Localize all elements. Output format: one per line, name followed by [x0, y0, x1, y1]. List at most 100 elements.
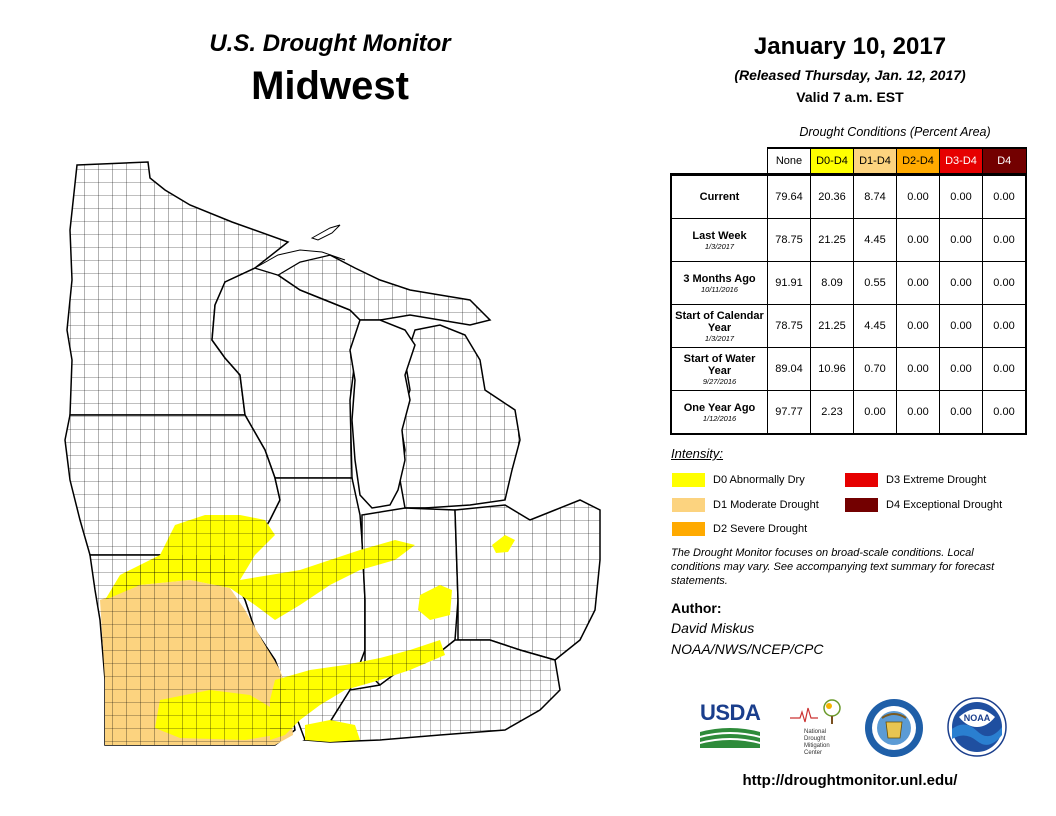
legend-label-d3: D3 Extreme Drought: [886, 474, 987, 486]
table-row: Last Week 1/3/2017 78.75 21.25 4.45 0.00 0.00 0…: [670, 218, 1027, 262]
row-label-date: 1/12/2016: [702, 413, 737, 423]
table-cell: 97.77: [767, 390, 811, 435]
legend-item-d0: D0 Abnormally Dry: [672, 473, 805, 487]
table-cell: 0.00: [982, 390, 1027, 435]
legend-swatch-d1: [672, 498, 705, 512]
table-cell: 0.00: [982, 261, 1027, 305]
legend-item-d4: D4 Exceptional Drought: [845, 498, 1002, 512]
legend-title: Intensity:: [671, 446, 724, 461]
table-cell: 8.09: [810, 261, 854, 305]
noaa-logo: NOAA: [947, 697, 1007, 757]
table-cell: 4.45: [853, 304, 897, 348]
row-label-date: 1/3/2017: [704, 241, 735, 251]
table-cell: 21.25: [810, 304, 854, 348]
legend-swatch-d2: [672, 522, 705, 536]
row-label-text: 3 Months Ago: [683, 272, 756, 285]
row-label: Current: [670, 173, 768, 219]
region-title: Midwest: [251, 64, 409, 108]
usda-wordmark: USDA: [700, 700, 761, 725]
isle-royale: [310, 224, 341, 241]
table-row: One Year Ago 1/12/2016 97.77 2.23 0.00 0.00 0.…: [670, 390, 1027, 435]
legend-item-d3: D3 Extreme Drought: [845, 473, 986, 487]
legend-label-d2: D2 Severe Drought: [713, 523, 808, 535]
row-label: 3 Months Ago 10/11/2016: [670, 261, 768, 305]
row-label-text: Start of Calendar Year: [675, 309, 764, 334]
legend-label-d0: D0 Abnormally Dry: [713, 474, 805, 486]
table-cell: 79.64: [767, 173, 811, 219]
table-cell: 78.75: [767, 218, 811, 262]
doc-seal-logo: [864, 698, 924, 758]
ndmc-tree-icon: [790, 699, 841, 724]
row-label-date: 1/3/2017: [704, 333, 735, 343]
table-cell: 0.00: [939, 261, 983, 305]
lake-superior: [253, 249, 346, 276]
table-header-row: None D0-D4 D1-D4 D2-D4 D3-D4 D4: [671, 147, 1027, 175]
row-label: One Year Ago 1/12/2016: [670, 390, 768, 435]
ndmc-text: National Drought Mitigation Center: [804, 729, 830, 756]
table-cell: 8.74: [853, 173, 897, 219]
row-label: Last Week 1/3/2017: [670, 218, 768, 262]
author-org: NOAA/NWS/NCEP/CPC: [671, 641, 824, 657]
usda-logo: USDA: [700, 700, 761, 748]
usda-field-icon: [700, 728, 760, 748]
table-row: Start of Calendar Year 1/3/2017 78.75 21.25…: [670, 304, 1027, 348]
seal-icon: [865, 699, 923, 757]
noaa-wordmark: NOAA: [963, 713, 991, 723]
valid-time: Valid 7 a.m. EST: [796, 89, 904, 105]
table-cell: 78.75: [767, 304, 811, 348]
table-cell: 0.00: [896, 261, 940, 305]
table-cell: 0.00: [939, 390, 983, 435]
d0-area-indiana: [418, 585, 452, 620]
col-header-none: None: [767, 147, 811, 175]
table-cell: 0.00: [939, 347, 983, 391]
table-cell: 0.00: [982, 173, 1027, 219]
disclaimer-note: The Drought Monitor focuses on broad-sca…: [671, 547, 995, 587]
table-cell: 0.00: [896, 390, 940, 435]
row-label-date: 9/27/2016: [702, 376, 737, 386]
table-cell: 21.25: [810, 218, 854, 262]
row-label-date: 10/11/2016: [701, 284, 738, 294]
table-cell: 0.00: [896, 347, 940, 391]
table-cell: 10.96: [810, 347, 854, 391]
table-cell: 0.00: [939, 218, 983, 262]
table-row: Current 79.64 20.36 8.74 0.00 0.00 0.00: [670, 173, 1027, 219]
table-cell: 0.70: [853, 347, 897, 391]
row-label-text: One Year Ago: [683, 401, 756, 414]
legend-label-d4: D4 Exceptional Drought: [886, 499, 1003, 511]
table-cell: 91.91: [767, 261, 811, 305]
table-corner: [671, 148, 768, 175]
table-cell: 0.00: [896, 173, 940, 219]
table-cell: 0.00: [853, 390, 897, 435]
legend-label-d1: D1 Moderate Drought: [713, 499, 819, 511]
brand-title: U.S. Drought Monitor: [209, 30, 451, 57]
noaa-icon: [947, 697, 1007, 757]
table-row: Start of Water Year 9/27/2016 89.04 10.96 0.…: [670, 347, 1027, 391]
col-header-d1-d4: D1-D4: [853, 147, 897, 175]
legend-swatch-d0: [672, 473, 705, 487]
table-cell: 0.00: [982, 347, 1027, 391]
website-url[interactable]: http://droughtmonitor.unl.edu/: [742, 772, 958, 789]
table-cell: 0.00: [982, 218, 1027, 262]
lake-michigan: [349, 319, 416, 509]
table-cell: 0.00: [982, 304, 1027, 348]
table-title: Drought Conditions (Percent Area): [799, 125, 991, 139]
legend-item-d2: D2 Severe Drought: [672, 522, 807, 536]
drought-conditions-table: None D0-D4 D1-D4 D2-D4 D3-D4 D4 Current 7…: [670, 147, 1027, 435]
d0-area-kentucky-west: [305, 720, 360, 742]
row-label-text: Last Week: [692, 229, 747, 242]
table-cell: 2.23: [810, 390, 854, 435]
table-cell: 0.55: [853, 261, 897, 305]
legend-swatch-d4: [845, 498, 878, 512]
table-row: 3 Months Ago 10/11/2016 91.91 8.09 0.55 0.00 0…: [670, 261, 1027, 305]
legend-item-d1: D1 Moderate Drought: [672, 498, 819, 512]
table-cell: 0.00: [939, 304, 983, 348]
legend-swatch-d3: [845, 473, 878, 487]
drought-map: [64, 161, 601, 746]
map-date: January 10, 2017: [753, 33, 947, 60]
row-label: Start of Water Year 9/27/2016: [670, 347, 768, 391]
col-header-d4: D4: [982, 147, 1027, 175]
author-label: Author:: [671, 600, 722, 616]
row-label-text: Current: [699, 191, 740, 203]
ndmc-logo: National Drought Mitigation Center: [788, 698, 848, 756]
col-header-d3-d4: D3-D4: [939, 147, 983, 175]
